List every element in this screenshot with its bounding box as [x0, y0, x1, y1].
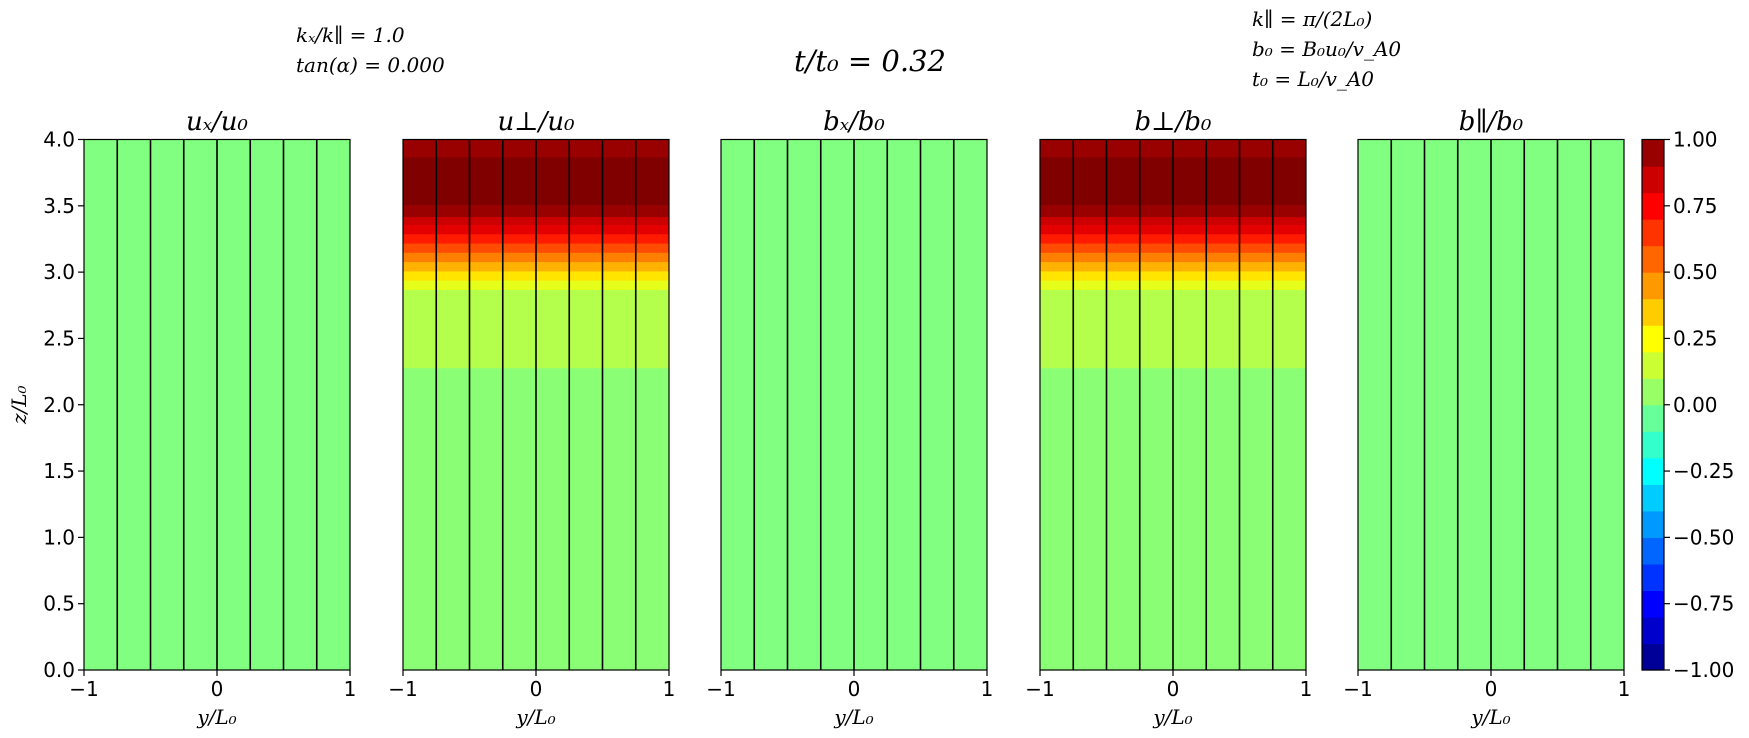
x-tick-label: 0	[530, 677, 543, 701]
colorbar-tick-label: 1.00	[1673, 128, 1718, 152]
panel-title: u⊥/u₀	[497, 107, 575, 137]
panel-4: b⊥/b₀ −1 0 1 y/L₀	[1025, 107, 1312, 729]
y-tick-label: 0.0	[43, 658, 75, 682]
colorbar-segment	[1642, 325, 1664, 353]
colorbar-segment	[1642, 245, 1664, 273]
annotation-t0-definition: t₀ = L₀/v_A0	[1252, 67, 1375, 91]
time-label: t/t₀ = 0.32	[793, 44, 947, 78]
x-axis-label: y/L₀	[196, 705, 236, 729]
x-tick-label: 1	[981, 677, 994, 701]
x-tick-label: −1	[69, 677, 98, 701]
x-axis-label: y/L₀	[1470, 705, 1510, 729]
y-tick-label: 3.0	[43, 260, 75, 284]
colorbar-segment	[1642, 166, 1664, 194]
x-axis-label: y/L₀	[515, 705, 555, 729]
colorbar-segment	[1642, 457, 1664, 485]
panel-5: b∥/b₀ −1 0 1 y/L₀	[1343, 107, 1630, 729]
panel-2: u⊥/u₀ −1 0 1 y/L₀	[388, 107, 675, 729]
colorbar-segment	[1642, 537, 1664, 565]
x-axis-label: y/L₀	[833, 705, 873, 729]
x-axis-label: y/L₀	[1152, 705, 1192, 729]
x-tick-label: −1	[388, 677, 417, 701]
y-tick-label: 2.0	[43, 393, 75, 417]
colorbar-tick-label: −0.25	[1673, 459, 1734, 483]
colorbar-segment	[1642, 378, 1664, 406]
annotation-b0-definition: b₀ = B₀u₀/v_A0	[1252, 37, 1402, 61]
y-tick-label: 4.0	[43, 128, 75, 152]
colorbar-segment	[1642, 643, 1664, 671]
colorbar-segment	[1642, 590, 1664, 618]
x-tick-label: 1	[1300, 677, 1313, 701]
colorbar-segment	[1642, 298, 1664, 326]
panel-title: bₓ/b₀	[823, 107, 885, 137]
x-tick-label: −1	[1025, 677, 1054, 701]
y-tick-label: 1.0	[43, 525, 75, 549]
colorbar-segment	[1642, 219, 1664, 247]
colorbar-tick-label: 0.25	[1673, 326, 1718, 350]
annotation-k-parallel: k∥ = π/(2L₀)	[1252, 7, 1373, 31]
y-tick-label: 3.5	[43, 194, 75, 218]
x-tick-label: −1	[1343, 677, 1372, 701]
colorbar-segment	[1642, 616, 1664, 645]
x-tick-label: 0	[1485, 677, 1498, 701]
x-tick-label: 1	[1618, 677, 1631, 701]
panel-title: b⊥/b₀	[1135, 107, 1212, 137]
y-tick-label: 1.5	[43, 459, 75, 483]
colorbar-tick-label: −0.50	[1673, 525, 1734, 549]
colorbar-segment	[1642, 192, 1664, 220]
y-tick-label: 0.5	[43, 592, 75, 616]
panel-3: bₓ/b₀ −1 0 1 y/L₀	[706, 107, 993, 729]
x-tick-label: 0	[1167, 677, 1180, 701]
x-tick-label: 1	[663, 677, 676, 701]
panel-title: b∥/b₀	[1459, 107, 1524, 137]
colorbar-tick-label: 0.50	[1673, 260, 1718, 284]
y-tick-label: 2.5	[43, 326, 75, 350]
parameter-annotation-left: kₓ/k∥ = 1.0 tan(α) = 0.000	[296, 20, 445, 80]
colorbar-tick-label: −1.00	[1673, 658, 1734, 682]
colorbar-segment	[1642, 404, 1664, 432]
annotation-kx-ratio: kₓ/k∥ = 1.0	[296, 23, 405, 47]
colorbar-segment	[1642, 484, 1664, 512]
colorbar-segment	[1642, 351, 1664, 379]
panel-title: uₓ/u₀	[186, 107, 248, 137]
x-tick-label: 0	[848, 677, 861, 701]
parameter-annotation-right: k∥ = π/(2L₀) b₀ = B₀u₀/v_A0 t₀ = L₀/v_A0	[1252, 4, 1401, 94]
panel-1: uₓ/u₀ −1 0 1 y/L₀ 0.0 0.5 1.0 1.5 2.0 2.5 3.0 3.5 4.0…	[7, 107, 356, 729]
y-axis-label: z/L₀	[7, 385, 31, 425]
colorbar: 1.00 0.75 0.50 0.25 0.00 −0.25 −0.50 −0.75 −1.00	[1641, 128, 1734, 682]
colorbar-segment	[1642, 510, 1664, 538]
colorbar-tick-label: −0.75	[1673, 592, 1734, 616]
annotation-tan-alpha: tan(α) = 0.000	[296, 53, 445, 77]
colorbar-segment	[1642, 563, 1664, 592]
colorbar-tick-label: 0.00	[1673, 393, 1718, 417]
colorbar-segment	[1642, 272, 1664, 300]
colorbar-tick-label: 0.75	[1673, 194, 1718, 218]
colorbar-segment	[1642, 139, 1664, 167]
x-tick-label: 1	[344, 677, 357, 701]
x-tick-label: 0	[211, 677, 224, 701]
x-tick-label: −1	[706, 677, 735, 701]
colorbar-segment	[1642, 431, 1664, 459]
